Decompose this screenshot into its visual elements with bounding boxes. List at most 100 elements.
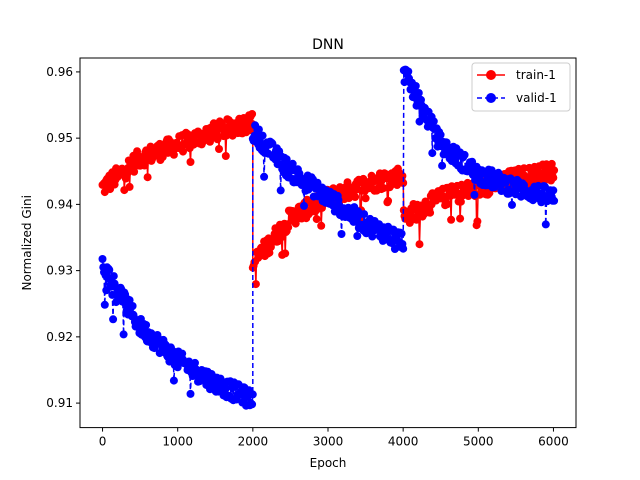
data-point-train-1 (140, 161, 149, 170)
data-point-train-1 (312, 215, 321, 224)
data-point-valid-1 (142, 321, 151, 329)
data-point-valid-1 (109, 272, 118, 281)
data-point-valid-1 (353, 232, 362, 240)
data-point-train-1 (415, 240, 424, 249)
y-tick-label: 0.95 (46, 131, 73, 145)
data-point-valid-1 (248, 390, 257, 399)
data-point-valid-1 (128, 302, 137, 310)
data-point-train-1 (248, 110, 257, 118)
data-point-train-1 (384, 196, 393, 205)
data-point-train-1 (277, 233, 286, 242)
y-tick-label: 0.94 (46, 197, 73, 211)
series-valid-1 (98, 65, 559, 410)
data-point-valid-1 (119, 330, 128, 339)
data-point-valid-1 (470, 190, 479, 199)
x-axis: 0 1000 2000 3000 4000 5000 6000 (99, 427, 569, 449)
data-point-train-1 (547, 159, 556, 168)
data-point-train-1 (215, 145, 223, 153)
data-point-valid-1 (258, 131, 267, 140)
data-point-train-1 (473, 217, 482, 226)
data-point-valid-1 (337, 230, 346, 238)
data-point-train-1 (281, 249, 290, 258)
data-point-train-1 (361, 194, 370, 203)
data-point-valid-1 (260, 172, 269, 181)
data-point-valid-1 (276, 186, 285, 195)
data-point-valid-1 (221, 384, 230, 393)
data-point-train-1 (549, 173, 558, 182)
data-point-train-1 (399, 179, 408, 187)
data-point-valid-1 (288, 159, 297, 168)
data-point-valid-1 (438, 161, 447, 170)
chart-title: DNN (312, 37, 344, 53)
y-tick-label: 0.96 (46, 65, 73, 79)
legend-label-valid-1: valid-1 (516, 91, 557, 105)
y-axis-label: Normalized Gini (20, 195, 34, 290)
data-point-valid-1 (178, 349, 187, 358)
y-tick-label: 0.93 (46, 264, 73, 278)
data-point-valid-1 (429, 117, 438, 126)
y-axis: 0.91 0.92 0.93 0.94 0.95 0.96 (46, 65, 80, 410)
data-point-valid-1 (105, 266, 114, 274)
data-point-valid-1 (254, 125, 263, 134)
data-point-train-1 (447, 215, 456, 224)
data-point-valid-1 (550, 196, 559, 205)
x-tick-label: 1000 (162, 435, 193, 449)
data-point-train-1 (186, 158, 195, 166)
data-point-valid-1 (436, 130, 445, 139)
data-point-train-1 (221, 152, 230, 160)
x-tick-label: 6000 (538, 435, 569, 449)
data-point-train-1 (317, 221, 326, 230)
legend-marker-train-1 (486, 70, 496, 80)
data-point-train-1 (222, 131, 231, 140)
legend-label-train-1: train-1 (516, 68, 556, 82)
data-point-valid-1 (549, 186, 558, 195)
data-point-valid-1 (186, 389, 195, 398)
data-point-valid-1 (248, 400, 257, 409)
x-tick-label: 2000 (238, 435, 269, 449)
data-point-valid-1 (460, 150, 469, 159)
data-point-valid-1 (191, 358, 199, 367)
data-point-valid-1 (541, 220, 550, 229)
data-point-train-1 (143, 173, 152, 182)
data-point-train-1 (213, 135, 222, 144)
data-point-valid-1 (368, 232, 377, 241)
x-tick-label: 4000 (388, 435, 419, 449)
data-point-train-1 (456, 214, 465, 223)
data-point-train-1 (251, 280, 260, 289)
data-point-valid-1 (508, 200, 516, 209)
x-tick-label: 0 (99, 435, 107, 449)
x-tick-label: 3000 (313, 435, 344, 449)
x-tick-label: 5000 (463, 435, 494, 449)
data-point-train-1 (398, 172, 407, 180)
data-point-train-1 (284, 223, 293, 232)
data-point-train-1 (426, 208, 435, 217)
plot-frame (79, 57, 577, 429)
plot-area (98, 65, 559, 410)
data-point-train-1 (125, 182, 134, 191)
data-point-valid-1 (399, 244, 408, 253)
x-axis-label: Epoch (310, 456, 347, 470)
data-point-valid-1 (300, 201, 308, 210)
data-point-valid-1 (404, 67, 413, 76)
data-point-train-1 (443, 200, 452, 209)
data-point-valid-1 (428, 149, 437, 158)
data-point-train-1 (456, 197, 465, 206)
legend: train-1 valid-1 (471, 62, 571, 112)
data-point-valid-1 (411, 82, 420, 90)
y-tick-label: 0.92 (46, 330, 73, 344)
data-point-train-1 (351, 193, 360, 201)
data-point-valid-1 (414, 89, 423, 97)
data-point-train-1 (550, 166, 559, 175)
data-point-valid-1 (100, 300, 109, 309)
data-point-valid-1 (360, 210, 369, 219)
y-tick-label: 0.91 (46, 396, 73, 410)
data-point-train-1 (130, 167, 139, 176)
data-point-train-1 (169, 150, 178, 159)
data-point-train-1 (179, 147, 187, 156)
data-point-valid-1 (109, 315, 118, 324)
data-point-valid-1 (397, 229, 406, 238)
data-point-train-1 (379, 184, 388, 193)
data-point-train-1 (343, 178, 352, 187)
legend-marker-valid-1 (486, 93, 496, 103)
